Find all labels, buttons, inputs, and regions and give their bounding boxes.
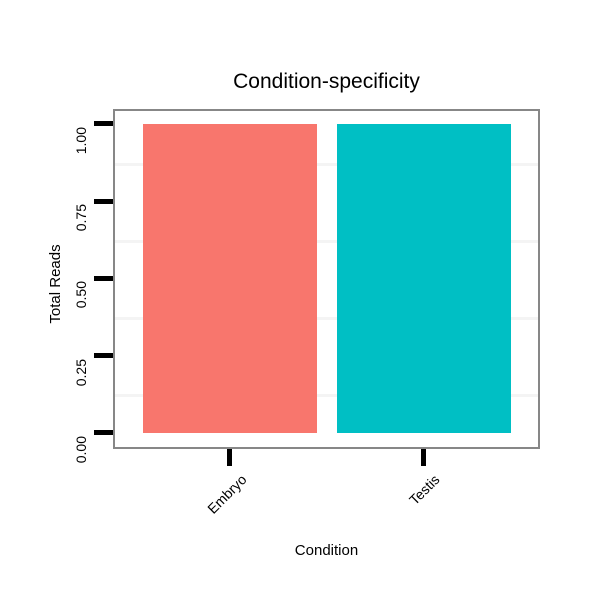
y-axis-tick-label: 0.25 (73, 359, 89, 387)
plot-panel (113, 109, 540, 449)
x-axis-tick-label-embryo: Embryo (204, 471, 250, 517)
y-axis-tick-label: 0.00 (73, 436, 89, 464)
x-axis-tick (227, 449, 232, 466)
x-axis-tick-label-testis: Testis (405, 471, 443, 508)
y-axis-tick (94, 430, 113, 435)
y-axis-tick-label: 0.75 (73, 204, 89, 232)
y-axis-tick (94, 353, 113, 358)
minor-gridline (115, 240, 538, 243)
y-axis-title: Total Reads (47, 244, 64, 324)
bar-embryo (143, 124, 317, 433)
x-axis-tick (421, 449, 426, 466)
y-axis-tick (94, 121, 113, 126)
y-axis-tick-label: 0.50 (73, 281, 89, 309)
minor-gridline (115, 163, 538, 166)
chart-title: Condition-specificity (233, 70, 420, 93)
bar-testis (337, 124, 511, 433)
y-axis-tick (94, 199, 113, 204)
y-axis-tick (94, 276, 113, 281)
y-axis-tick-label: 1.00 (73, 127, 89, 155)
minor-gridline (115, 394, 538, 397)
x-axis-title: Condition (294, 542, 359, 559)
minor-gridline (115, 317, 538, 320)
